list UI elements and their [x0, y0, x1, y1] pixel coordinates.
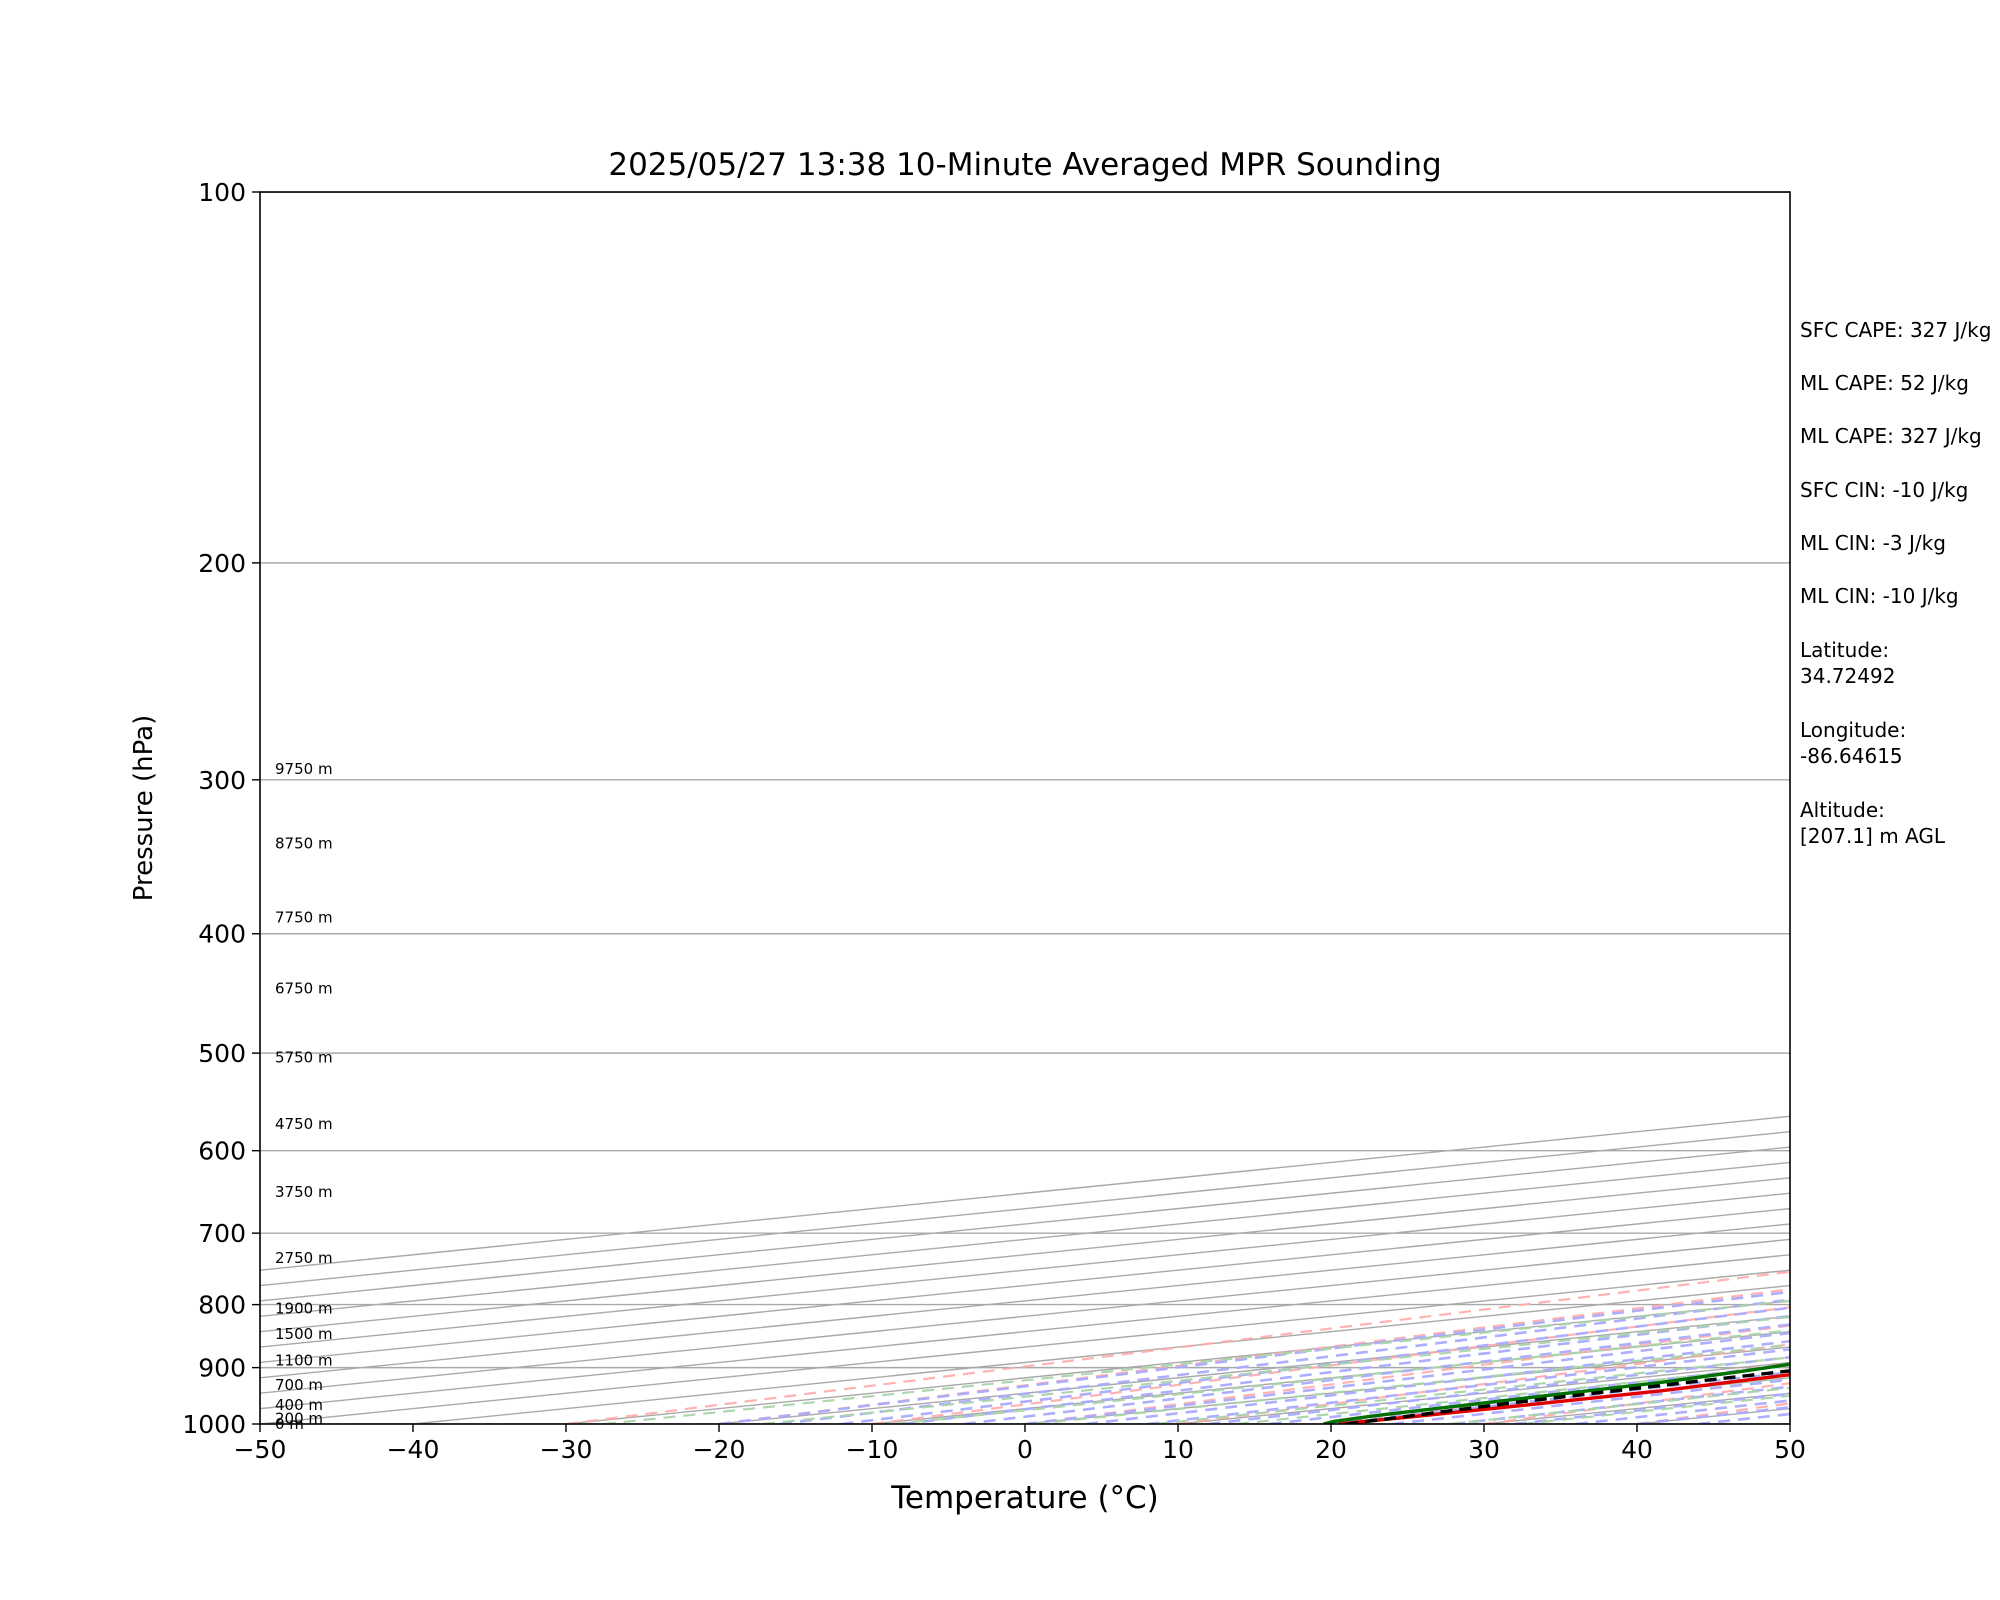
y-tick-label: 500	[198, 1039, 246, 1068]
isotherm-line	[260, 1207, 1790, 1364]
dry-adiabat-line	[871, 1306, 1790, 1424]
moist-adiabat-line	[963, 1323, 1790, 1424]
latitude-label: Latitude:	[1800, 638, 1890, 662]
y-tick-label: 1000	[182, 1410, 246, 1439]
x-axis-label: Temperature (°C)	[890, 1480, 1159, 1516]
y-tick-label: 300	[198, 766, 246, 795]
height-label: 1500 m	[275, 1325, 333, 1343]
height-label: 0 m	[275, 1415, 304, 1433]
y-tick-label: 900	[198, 1354, 246, 1383]
height-label: 6750 m	[275, 979, 333, 997]
moist-adiabat-line	[718, 1290, 1790, 1424]
y-axis: 100 200 300 400 500 600 700 800 900 1000	[182, 178, 260, 1439]
sfc-cin-annotation: SFC CIN: -10 J/kg	[1800, 478, 1969, 502]
dry-adiabat-line	[1024, 1324, 1790, 1424]
x-axis: −50 −40 −30 −20 −10 0 10 20 30 40 50	[234, 1424, 1806, 1464]
sfc-cape-annotation: SFC CAPE: 327 J/kg	[1800, 318, 1992, 342]
x-tick-label: −10	[846, 1435, 899, 1464]
ml-cin-annotation: ML CIN: -3 J/kg	[1800, 531, 1946, 555]
height-label: 4750 m	[275, 1115, 333, 1133]
isotherm-line	[260, 1192, 1790, 1348]
longitude-label: Longitude:	[1800, 718, 1907, 742]
y-tick-label: 700	[198, 1219, 246, 1248]
height-label: 200 m	[275, 1410, 323, 1428]
y-tick-label: 100	[198, 178, 246, 207]
isotherm-line	[260, 1115, 1790, 1271]
y-tick-label: 200	[198, 549, 246, 578]
x-tick-label: 0	[1017, 1435, 1033, 1464]
longitude-value: -86.64615	[1800, 744, 1903, 768]
height-label: 7750 m	[275, 908, 333, 926]
moist-adiabat-line	[902, 1314, 1790, 1424]
y-axis-label: Pressure (hPa)	[129, 715, 159, 902]
latitude-value: 34.72492	[1800, 664, 1896, 688]
isotherm-line	[260, 1177, 1790, 1333]
x-tick-label: 30	[1468, 1435, 1500, 1464]
isotherm-line	[260, 1146, 1790, 1302]
y-tick-label: 400	[198, 920, 246, 949]
x-tick-label: 10	[1162, 1435, 1194, 1464]
ml-cape-annotation-2: ML CAPE: 327 J/kg	[1800, 424, 1982, 448]
height-label: 1900 m	[275, 1300, 333, 1318]
altitude-value: [207.1] m AGL	[1800, 824, 1946, 848]
x-tick-label: 40	[1621, 1435, 1653, 1464]
x-tick-label: 50	[1774, 1435, 1806, 1464]
isotherm-line	[260, 1130, 1790, 1287]
height-label: 5750 m	[275, 1048, 333, 1066]
grid-lines	[260, 192, 1790, 1424]
height-label: 700 m	[275, 1376, 323, 1394]
x-tick-label: −40	[387, 1435, 440, 1464]
height-label: 8750 m	[275, 835, 333, 853]
y-tick-label: 800	[198, 1291, 246, 1320]
height-label: 3750 m	[275, 1183, 333, 1201]
dry-adiabat-line	[565, 1270, 1790, 1424]
height-label: 1100 m	[275, 1351, 333, 1369]
x-tick-label: −50	[234, 1435, 287, 1464]
height-label: 400 m	[275, 1396, 323, 1414]
y-tick-label: 600	[198, 1137, 246, 1166]
x-tick-label: −30	[540, 1435, 593, 1464]
ml-cape-annotation: ML CAPE: 52 J/kg	[1800, 371, 1969, 395]
ml-cin-annotation-2: ML CIN: -10 J/kg	[1800, 584, 1959, 608]
height-label: 2750 m	[275, 1249, 333, 1267]
altitude-label: Altitude:	[1800, 798, 1885, 822]
x-tick-label: −20	[693, 1435, 746, 1464]
chart-title: 2025/05/27 13:38 10-Minute Averaged MPR …	[608, 147, 1441, 183]
x-tick-label: 20	[1315, 1435, 1347, 1464]
height-label: 9750 m	[275, 760, 333, 778]
isotherm-line	[260, 1161, 1790, 1318]
